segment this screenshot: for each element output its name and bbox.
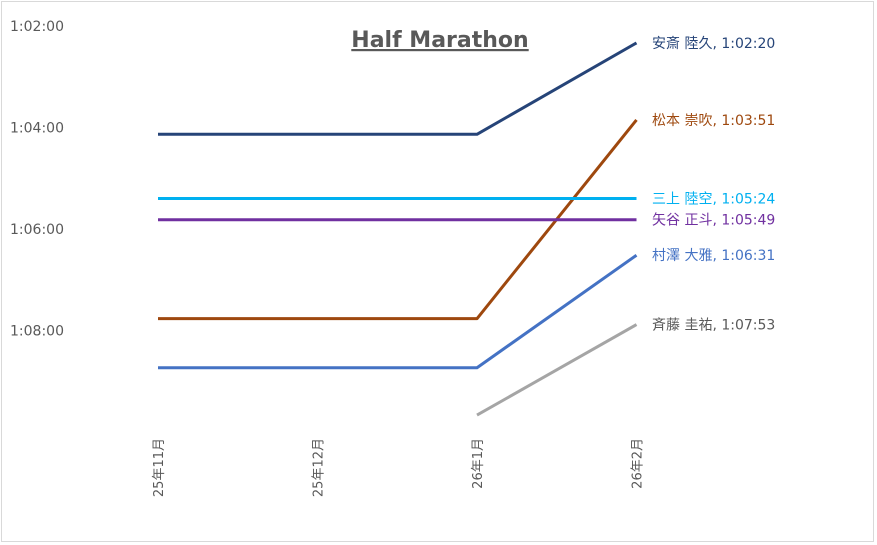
data-labels: 安斎 陸久, 1:02:20 松本 崇吹, 1:03:51 三上 陸空, 1:05:… [652, 35, 775, 334]
series-lines [158, 41, 638, 417]
series-data-label: 安斎 陸久, 1:02:20 [652, 35, 775, 52]
y-axis-tick-labels: 1:02:00 1:04:00 1:06:00 1:08:00 [10, 19, 64, 340]
x-tick-label: 25年11月 [152, 438, 167, 497]
series-data-label: 矢谷 正斗, 1:05:49 [652, 213, 775, 229]
series-line [158, 253, 638, 370]
series-line [476, 323, 638, 417]
y-tick-label: 1:02:00 [10, 19, 64, 35]
series-data-label: 村澤 大雅, 1:06:31 [652, 248, 775, 264]
y-tick-label: 1:04:00 [10, 121, 64, 137]
x-tick-label: 26年1月 [471, 438, 486, 489]
y-tick-label: 1:08:00 [10, 324, 64, 340]
x-axis-tick-labels: 25年11月 25年12月 26年1月 26年2月 [152, 438, 646, 497]
series-data-label: 松本 崇吹, 1:03:51 [652, 113, 775, 129]
series-data-label: 斉藤 圭祐, 1:07:53 [652, 318, 775, 334]
series-data-label: 三上 陸空, 1:05:24 [652, 192, 775, 208]
chart-title: Half Marathon [351, 28, 528, 53]
x-tick-label: 25年12月 [312, 438, 327, 497]
y-tick-label: 1:06:00 [10, 222, 64, 238]
series-line [158, 41, 638, 136]
x-tick-label: 26年2月 [631, 438, 646, 489]
